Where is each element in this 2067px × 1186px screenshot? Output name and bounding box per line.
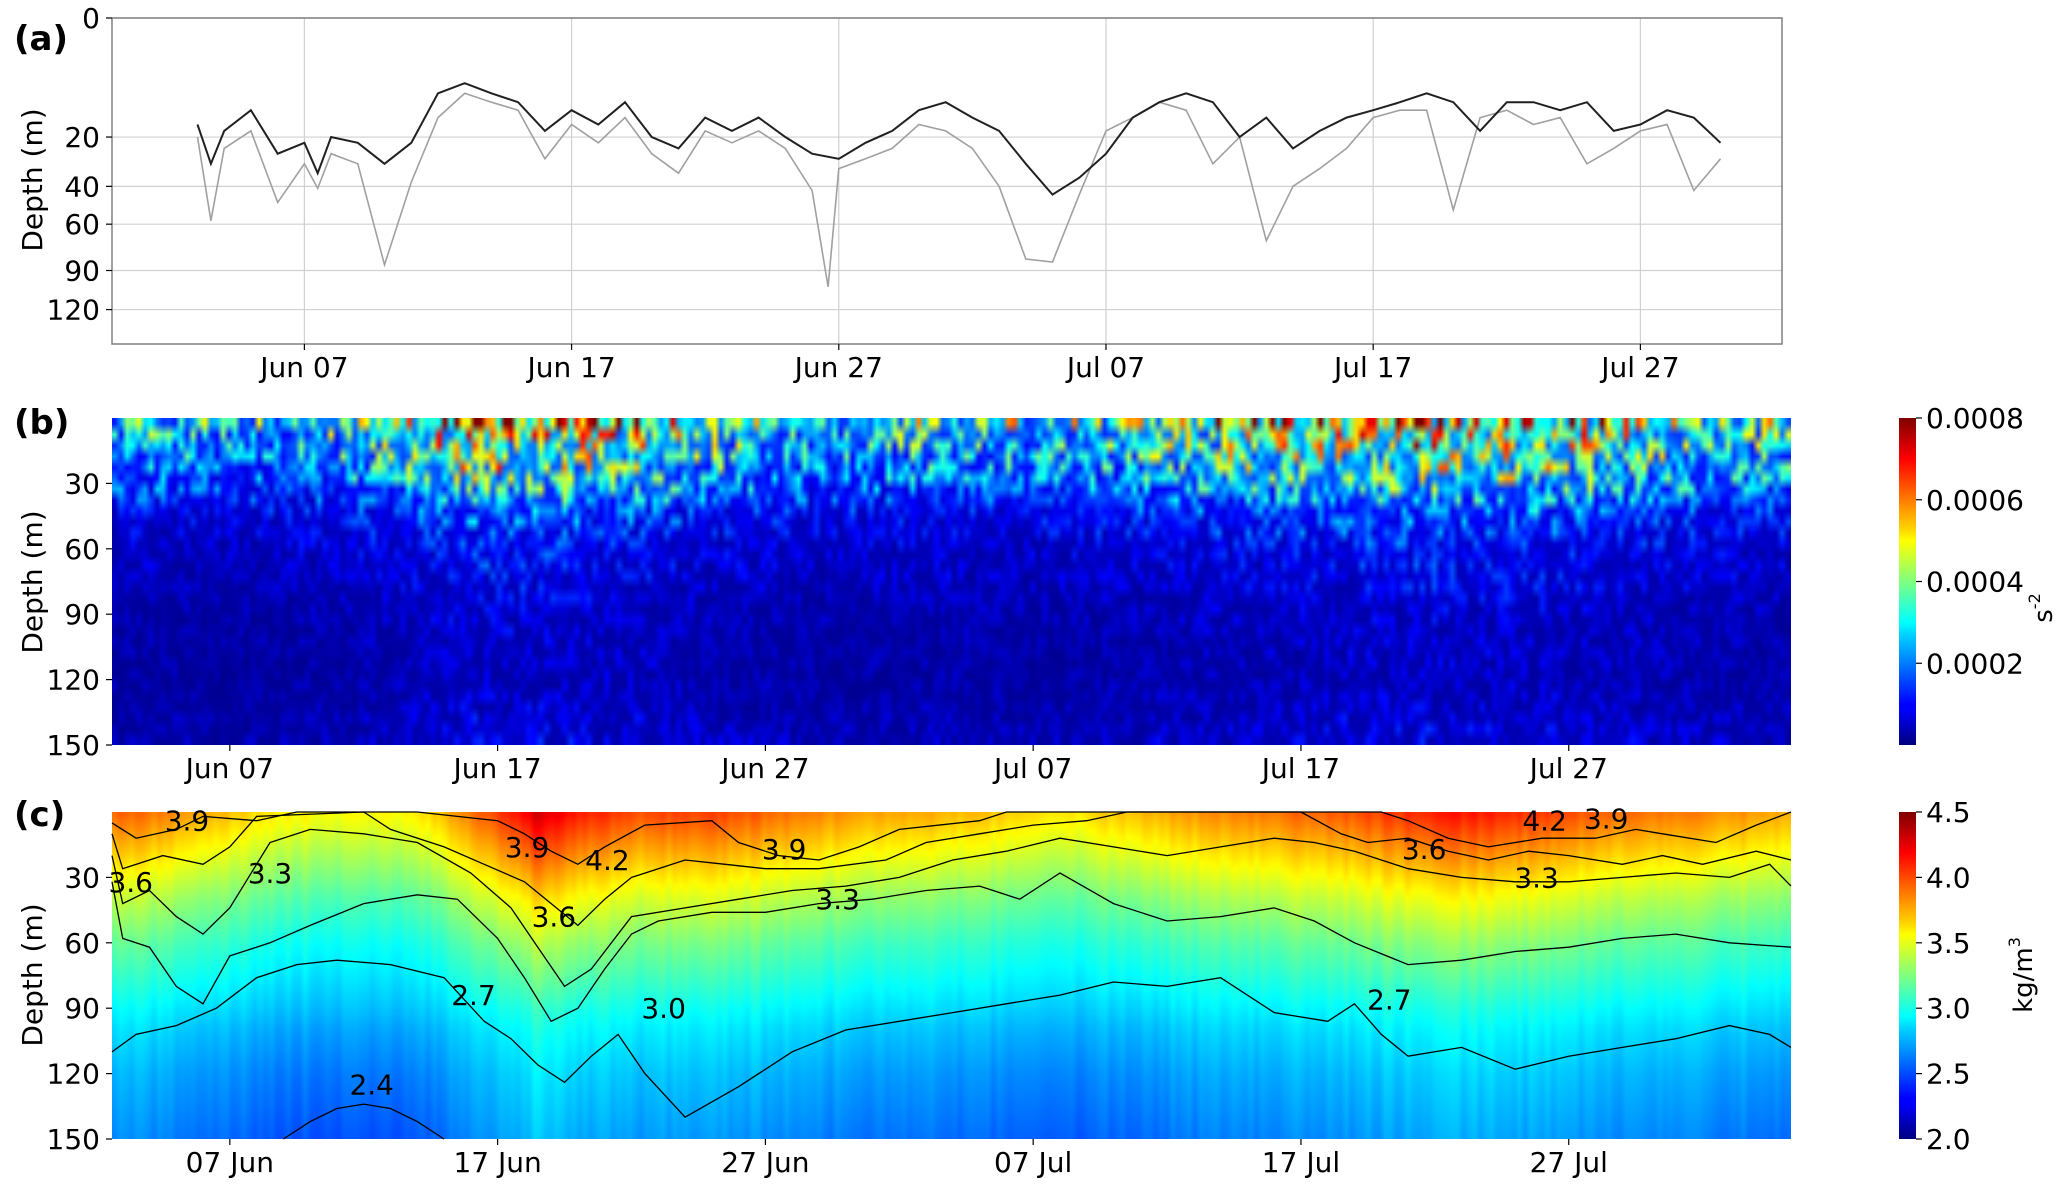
panel-a-ytick-label: 90	[64, 255, 100, 288]
panel-c-colorbar-tick-label: 2.0	[1926, 1123, 1971, 1156]
panel-b-x-ticks: Jun 07 Jun 17 Jun 27 Jul 07 Jul 17 Jul 27	[184, 745, 1608, 785]
panel-a-y-ticks: 0 20 40 60 90 120	[47, 2, 112, 327]
panel-c-colorbar-tick-label: 3.0	[1926, 992, 1971, 1025]
panel-c-contour-label: 3.3	[815, 883, 860, 916]
panel-c-contour-label: 3.6	[1402, 833, 1447, 866]
panel-c-ytick-label: 60	[64, 927, 100, 960]
panel-c-contour-label: 2.4	[349, 1069, 394, 1102]
panel-a-xtick-label: Jul 27	[1599, 351, 1679, 384]
panel-b-colorbar-ticks: 0.0002 0.0004 0.0006 0.0008	[1916, 402, 2024, 680]
panel-a-series-line	[196, 92, 1722, 287]
panel-a-series	[196, 82, 1722, 287]
panel-a-xtick-label: Jul 17	[1332, 351, 1412, 384]
panel-c-contour-label: 4.2	[1522, 805, 1567, 838]
panel-c-contour-line	[111, 828, 1792, 988]
panel-b-ylabel: Depth (m)	[16, 510, 49, 653]
panel-c-colorbar-tick-label: 4.0	[1926, 861, 1971, 894]
panel-b-ytick-label: 30	[64, 467, 100, 500]
panel-c-heatmap	[112, 812, 1791, 1139]
panel-c-contour-label: 3.6	[108, 866, 153, 899]
panel-b-xtick-label: Jul 27	[1528, 752, 1608, 785]
panel-b-xtick-label: Jun 27	[719, 752, 809, 785]
panel-c-contour-label: 3.0	[641, 992, 686, 1025]
panel-b-ytick-label: 60	[64, 533, 100, 566]
panel-b-ytick-label: 120	[47, 664, 100, 697]
panel-c-xtick-label: 27 Jul	[1530, 1146, 1608, 1179]
panel-c-ytick-label: 90	[64, 992, 100, 1025]
panel-a-grid	[112, 17, 1782, 344]
panel-c-x-ticks: 07 Jun 17 Jun 27 Jun 07 Jul 17 Jul 27 Jul	[186, 1139, 1608, 1179]
panel-a: (a) 0 20 40 60 90 120 Jun 07 Jun 17 Jun 27 Jul 0…	[14, 2, 1783, 384]
panel-b-xtick-label: Jun 07	[184, 752, 274, 785]
panel-c-colorbar-tick-label: 3.5	[1926, 927, 1971, 960]
panel-b-xtick-label: Jul 07	[992, 752, 1072, 785]
panel-c-colorbar-ticks: 2.0 2.5 3.0 3.5 4.0 4.5	[1916, 796, 1971, 1156]
panel-b-colorbar-label: s-2	[2025, 593, 2059, 623]
panel-c-contour-label: 3.9	[505, 831, 550, 864]
panel-c-contour-label: 2.7	[1367, 983, 1412, 1016]
panel-c-contour-line	[111, 959, 1792, 1119]
panel-c-contours	[111, 811, 1792, 1140]
panel-a-ytick-label: 60	[64, 208, 100, 241]
panel-c-contour-label: 3.9	[165, 805, 210, 838]
panel-c-contour-label: 3.9	[762, 833, 807, 866]
panel-c-label: (c)	[14, 795, 65, 835]
panel-c-ylabel: Depth (m)	[16, 903, 49, 1046]
panel-c-colorbar	[1899, 812, 1916, 1139]
panel-c-colorbar-tick-label: 2.5	[1926, 1058, 1971, 1091]
panel-b-y-ticks: 30 60 90 120 150	[47, 467, 112, 762]
panel-b-ytick-label: 150	[47, 729, 100, 762]
panel-c-contour-label: 3.6	[532, 901, 577, 934]
panel-b-colorbar-tick-label: 0.0002	[1926, 647, 2024, 680]
panel-b-xtick-label: Jun 17	[451, 752, 541, 785]
panel-b-ytick-label: 90	[64, 598, 100, 631]
panel-c-contour-line	[111, 811, 1792, 927]
panel-c-colorbar-tick-label: 4.5	[1926, 796, 1971, 829]
panel-a-ytick-label: 0	[82, 2, 100, 35]
panel-a-xtick-label: Jun 17	[525, 351, 615, 384]
panel-c-ytick-label: 120	[47, 1058, 100, 1091]
panel-c-colorbar-label: kg/m3	[2005, 937, 2039, 1013]
panel-a-series-line	[196, 82, 1722, 196]
panel-c-ytick-label: 30	[64, 861, 100, 894]
panel-c-contour-label: 3.9	[1584, 803, 1629, 836]
panel-b-colorbar-tick-label: 0.0004	[1926, 566, 2024, 599]
panel-c-contour-line	[283, 1103, 445, 1140]
panel-b-colorbar	[1899, 418, 1916, 745]
panel-c-contour-label: 4.2	[585, 844, 630, 877]
panel-a-frame	[111, 17, 1783, 345]
panel-c-contour-labels: 3.93.6 3.33.9 4.23.63.03.93.32.72.42.73.63…	[108, 803, 1628, 1102]
panel-c-ytick-label: 150	[47, 1123, 100, 1156]
panel-c-contour-line	[111, 872, 1792, 1023]
panel-a-ytick-label: 40	[64, 170, 100, 203]
panel-c-contour-label: 3.3	[248, 857, 293, 890]
panel-a-label: (a)	[14, 19, 68, 59]
panel-b-label: (b)	[14, 403, 69, 443]
panel-c-xtick-label: 07 Jun	[186, 1146, 274, 1179]
panel-a-xtick-label: Jun 07	[258, 351, 348, 384]
panel-a-xtick-label: Jul 07	[1065, 351, 1145, 384]
panel-b-colorbar-tick-label: 0.0006	[1926, 484, 2024, 517]
panel-c: (c) 3.93.6 3.33.9 4.23.63.03.93.32.72.42.7…	[14, 795, 2039, 1179]
panel-c-contour-label: 2.7	[451, 979, 496, 1012]
panel-b-heatmap	[112, 418, 1791, 745]
panel-a-ytick-label: 20	[64, 121, 100, 154]
panel-a-ytick-label: 120	[47, 294, 100, 327]
panel-c-xtick-label: 27 Jun	[721, 1146, 809, 1179]
panel-a-x-ticks: Jun 07 Jun 17 Jun 27 Jul 07 Jul 17 Jul 27	[258, 344, 1680, 384]
panel-c-xtick-label: 17 Jun	[453, 1146, 541, 1179]
panel-b-xtick-label: Jul 17	[1260, 752, 1340, 785]
panel-c-y-ticks: 30 60 90 120 150	[47, 861, 112, 1156]
panel-b: (b) 30 60 90 120 150 Jun 07 Jun 17 Jun 27 Jul 0…	[14, 402, 2059, 785]
panel-a-ylabel: Depth (m)	[16, 108, 49, 251]
panel-a-xtick-label: Jun 27	[793, 351, 883, 384]
panel-c-xtick-label: 17 Jul	[1262, 1146, 1340, 1179]
panel-c-contour-label: 3.3	[1514, 861, 1559, 894]
panel-c-xtick-label: 07 Jul	[994, 1146, 1072, 1179]
panel-b-colorbar-tick-label: 0.0008	[1926, 402, 2024, 435]
